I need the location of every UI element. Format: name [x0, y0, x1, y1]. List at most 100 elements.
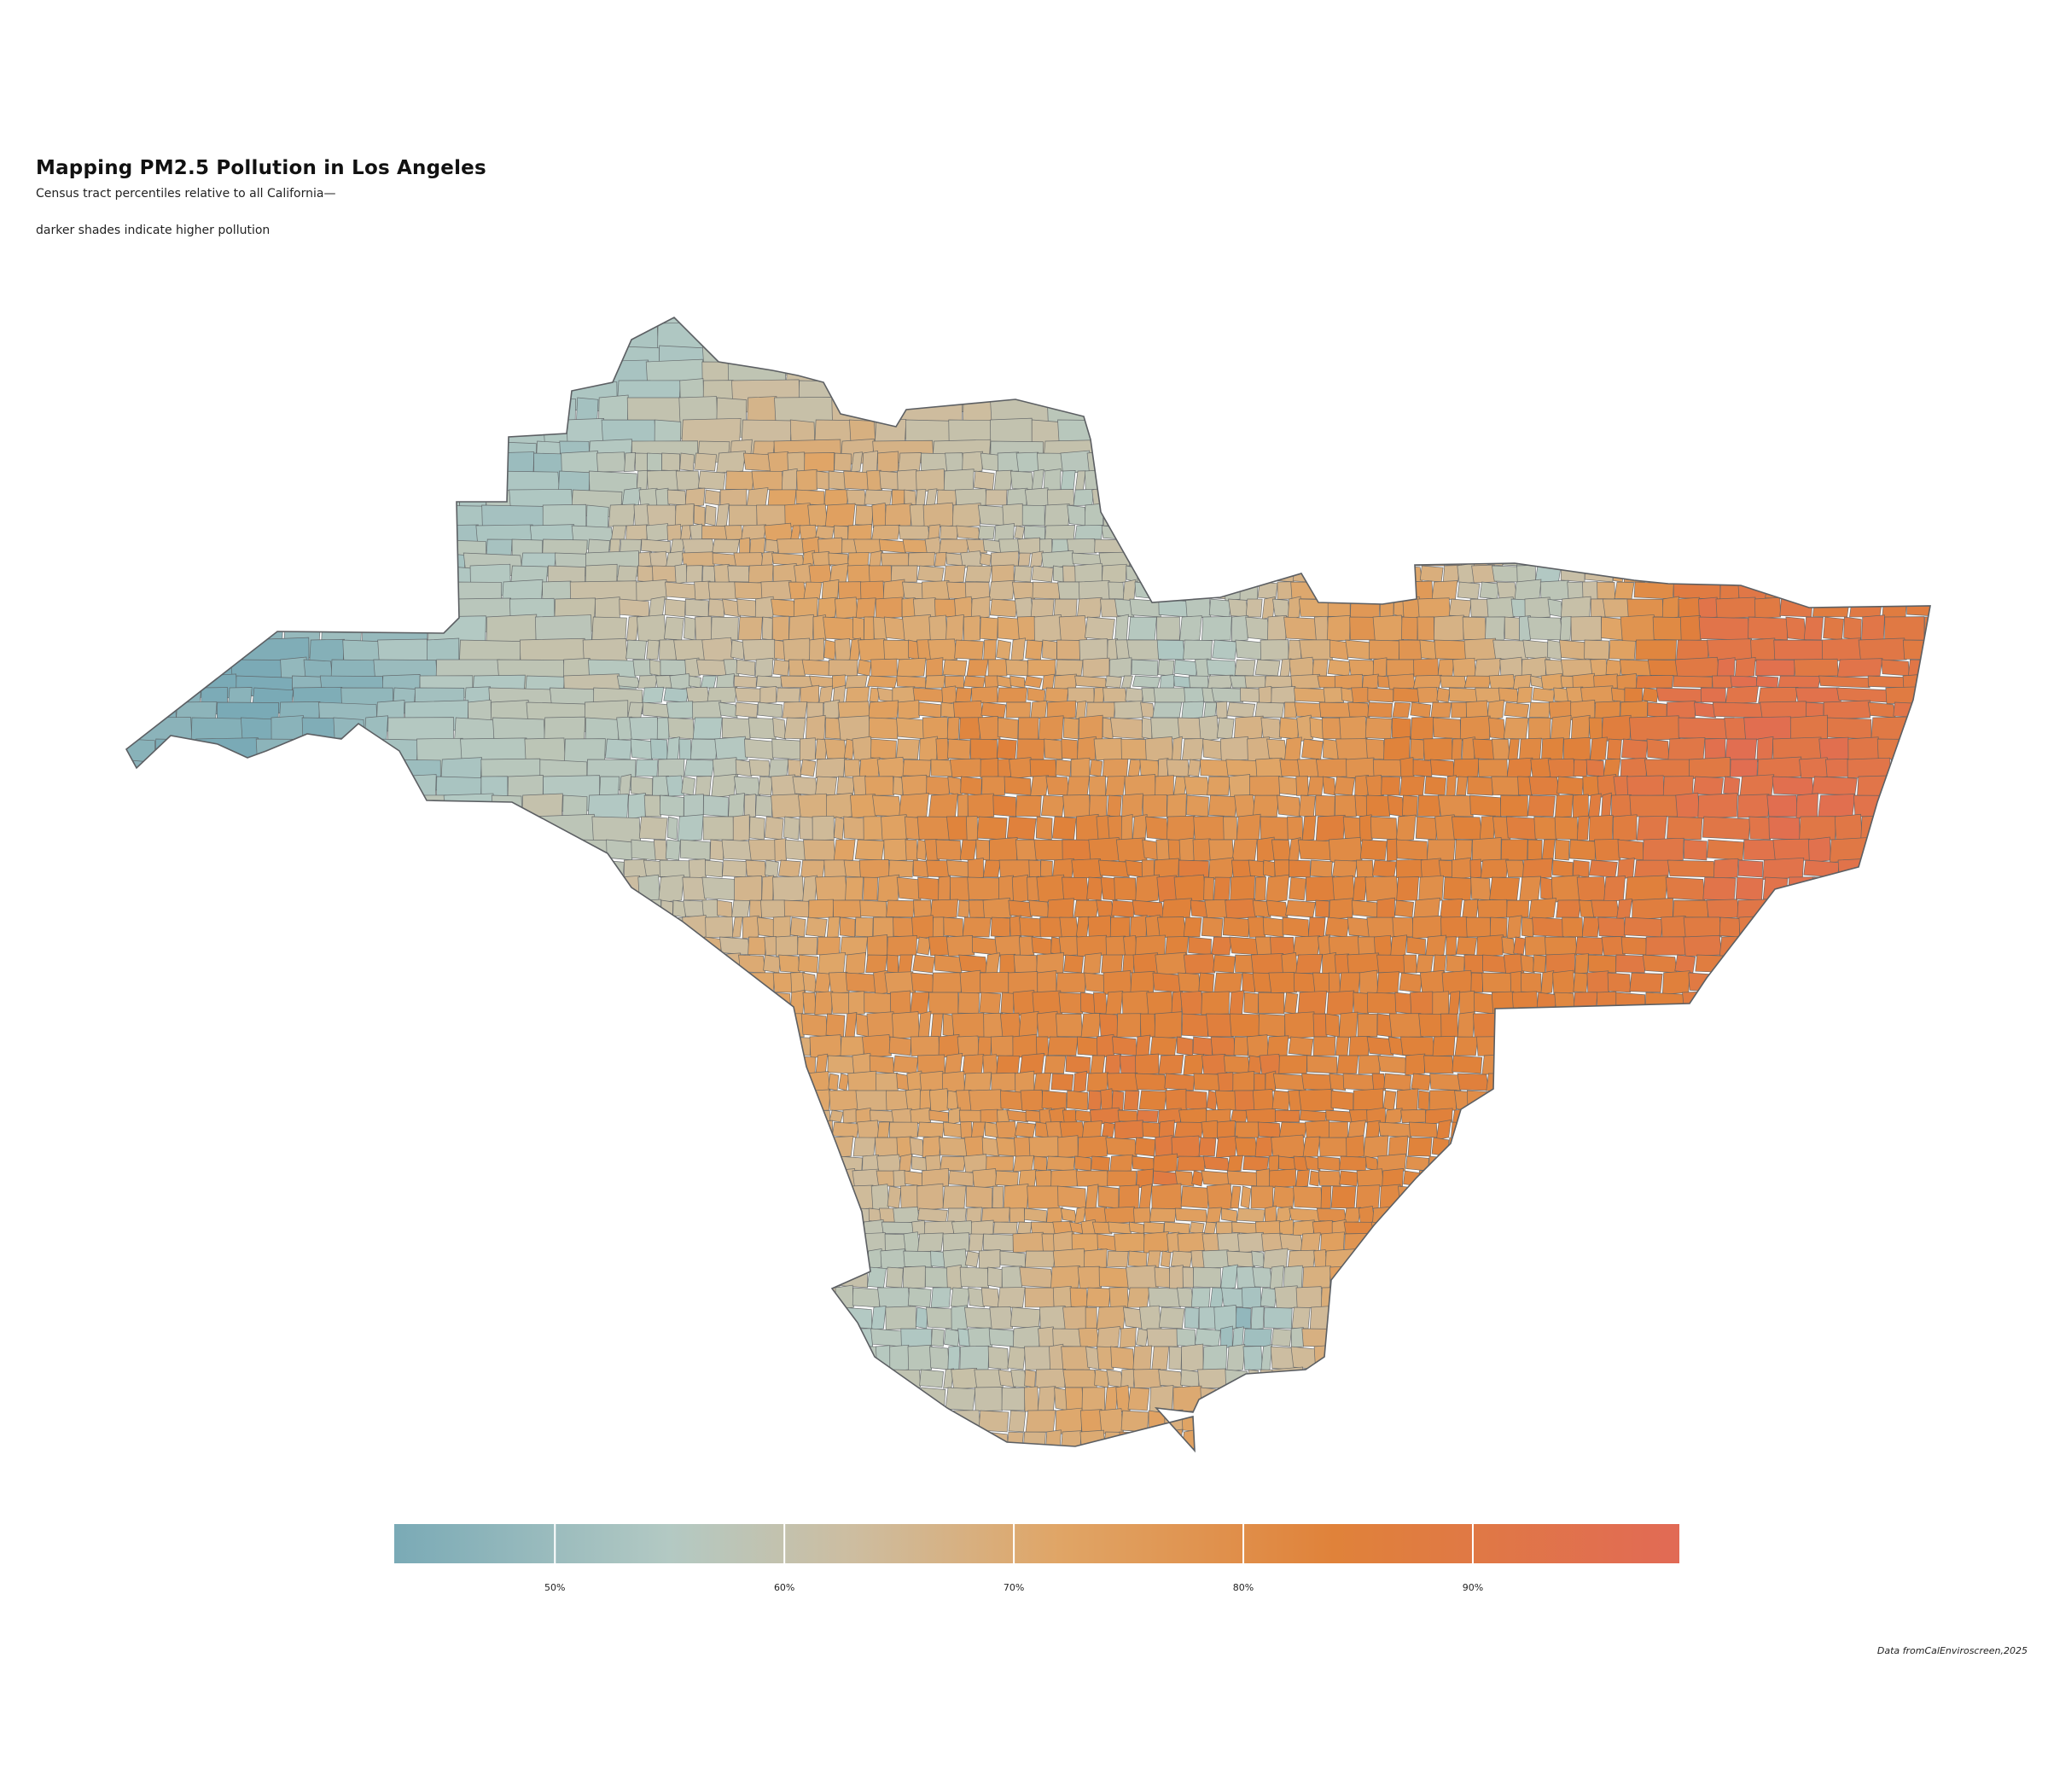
census-tract	[1615, 954, 1645, 974]
census-tract	[1367, 701, 1393, 719]
census-tract	[1289, 876, 1306, 901]
census-tract	[1277, 794, 1301, 817]
census-tract	[1243, 992, 1260, 1015]
census-tract	[757, 701, 783, 719]
census-tract	[1029, 550, 1044, 568]
census-tract	[1031, 565, 1054, 583]
census-tract	[1612, 814, 1638, 842]
census-tract	[928, 638, 957, 661]
census-tract	[1260, 717, 1282, 740]
census-tract	[1836, 658, 1883, 678]
census-tract	[1083, 952, 1102, 975]
census-tract	[863, 876, 878, 901]
census-tract	[625, 524, 648, 541]
census-tract	[800, 737, 816, 761]
census-tract	[1725, 685, 1760, 705]
census-tract	[1255, 757, 1283, 779]
census-tract	[1754, 596, 1781, 620]
census-tract	[857, 659, 872, 677]
census-tract	[1607, 972, 1631, 993]
census-tract	[1183, 953, 1216, 975]
census-tract	[944, 675, 964, 689]
census-tract	[1183, 1053, 1205, 1076]
census-tract	[1590, 736, 1608, 762]
census-tract	[1339, 972, 1361, 993]
census-tract	[1181, 1013, 1209, 1038]
census-tract	[1357, 1013, 1378, 1038]
census-tract	[1329, 1073, 1347, 1091]
census-tract	[1245, 598, 1263, 618]
census-tract	[1018, 552, 1031, 567]
legend-tick-label: 60%	[774, 1582, 794, 1593]
census-tract	[1273, 859, 1290, 878]
census-tract	[1476, 934, 1504, 957]
map-subtitle-line1: Census tract percentiles relative to all…	[36, 187, 336, 201]
census-tract	[966, 538, 988, 554]
census-tract	[721, 717, 751, 740]
census-tract	[1086, 876, 1103, 901]
census-tract	[946, 716, 960, 741]
census-tract	[980, 616, 998, 641]
census-tract	[1184, 776, 1210, 796]
census-tract	[1506, 915, 1522, 940]
census-tract	[978, 525, 995, 540]
census-tract	[1265, 899, 1289, 918]
census-tract	[896, 738, 920, 760]
census-tract	[834, 452, 852, 472]
census-tract	[1015, 794, 1042, 817]
census-tract	[1231, 839, 1258, 861]
census-tract	[1452, 758, 1480, 778]
census-tract	[1207, 674, 1233, 689]
census-tract	[1323, 687, 1345, 703]
census-tract	[804, 451, 835, 473]
census-tract	[1405, 1053, 1426, 1076]
census-tract	[1345, 639, 1372, 660]
census-tract	[984, 675, 999, 689]
census-tract	[1013, 565, 1033, 583]
legend-tick-label: 80%	[1233, 1582, 1254, 1593]
census-tract	[1367, 687, 1394, 703]
census-tract	[1044, 1055, 1067, 1074]
census-tract	[1489, 916, 1508, 938]
census-tract	[1287, 596, 1301, 620]
census-tract	[1423, 1055, 1454, 1074]
census-tract	[1365, 775, 1384, 797]
census-tract	[1858, 637, 1907, 662]
census-tract	[624, 452, 636, 472]
census-tract	[980, 552, 992, 567]
census-tract	[864, 776, 894, 796]
census-tract	[847, 991, 865, 1015]
census-tract	[694, 452, 717, 472]
census-tract	[1467, 776, 1493, 796]
census-tract	[1058, 992, 1084, 1015]
census-tract	[922, 580, 950, 601]
census-tract	[962, 451, 983, 474]
census-tract	[862, 1034, 892, 1058]
census-tract	[1923, 614, 1930, 643]
census-tract	[1359, 839, 1388, 861]
legend-tick-label: 90%	[1463, 1582, 1483, 1593]
census-tract	[679, 839, 711, 861]
census-tract	[845, 951, 866, 976]
census-tract	[716, 451, 747, 474]
census-tract	[1107, 1072, 1139, 1092]
census-tract	[1448, 991, 1461, 1015]
census-tract	[980, 701, 1007, 719]
census-tract	[1132, 814, 1148, 842]
census-tract	[896, 657, 927, 678]
census-tract	[1365, 794, 1390, 817]
census-tract	[665, 839, 681, 861]
census-tract	[1391, 717, 1411, 740]
census-tract	[1076, 596, 1103, 620]
census-tract	[643, 794, 662, 817]
map-title: Mapping PM2.5 Pollution in Los Angeles	[36, 157, 486, 179]
census-tract	[1570, 615, 1603, 642]
census-tract	[849, 637, 861, 662]
census-tract	[731, 916, 743, 938]
census-tract	[1015, 839, 1039, 861]
census-tract	[1041, 794, 1065, 817]
census-tract	[1210, 1036, 1236, 1056]
census-tract	[1555, 794, 1574, 818]
census-tract	[981, 776, 1005, 796]
census-tract	[684, 657, 701, 678]
